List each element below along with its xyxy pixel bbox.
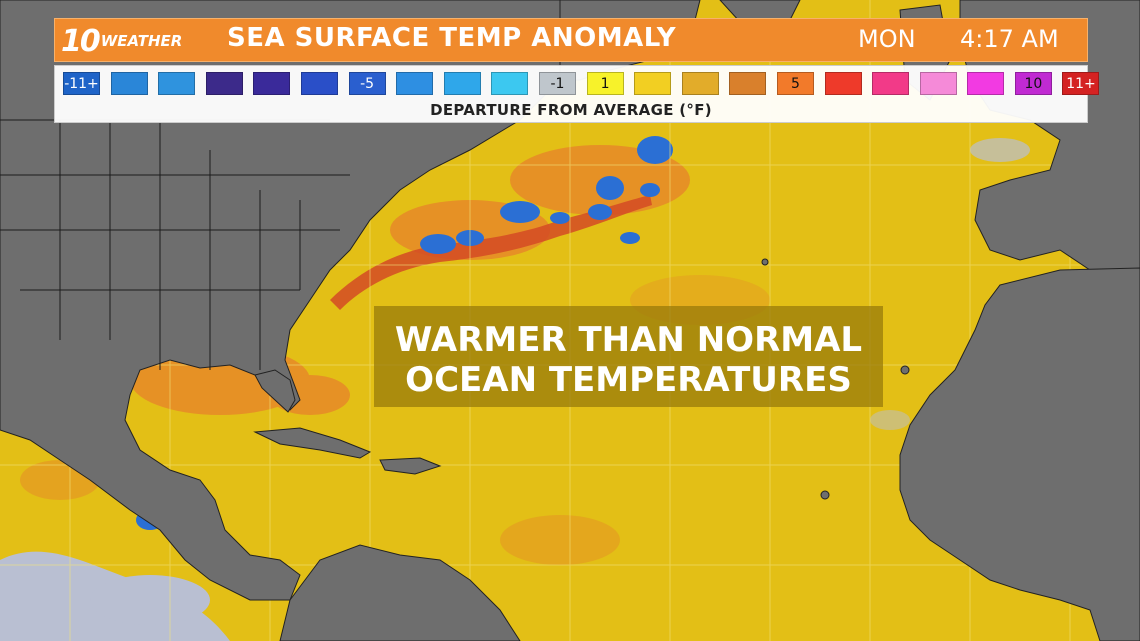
legend-swatch <box>729 72 767 95</box>
legend-swatch <box>253 72 291 95</box>
legend-swatch <box>967 72 1005 95</box>
legend-swatch: 5 <box>776 72 814 95</box>
legend-swatch <box>634 72 672 95</box>
legend-swatch: 10 <box>1014 72 1052 95</box>
legend-swatch <box>681 72 719 95</box>
logo-number: 10 <box>61 23 101 59</box>
legend-swatch <box>396 72 434 95</box>
cuba <box>253 427 372 459</box>
africa <box>899 267 1140 641</box>
legend-swatch <box>872 72 910 95</box>
hispaniola <box>379 457 442 475</box>
legend-swatch <box>824 72 862 95</box>
callout-line-2: OCEAN TEMPERATURES <box>405 360 852 400</box>
day-label: MON <box>858 25 916 53</box>
time-label: 4:17 AM <box>960 25 1059 53</box>
legend-swatch <box>919 72 957 95</box>
legend-swatch <box>300 72 338 95</box>
graphic-title: SEA SURFACE TEMP ANOMALY <box>227 23 677 53</box>
legend-caption: DEPARTURE FROM AVERAGE (°F) <box>430 101 712 119</box>
legend-swatch: -1 <box>538 72 576 95</box>
legend-swatch: 1 <box>586 72 624 95</box>
callout-box: WARMER THAN NORMAL OCEAN TEMPERATURES <box>374 306 883 407</box>
legend-swatch <box>110 72 148 95</box>
cape-verde-islands <box>820 490 830 500</box>
gulf-stream-hot-streak <box>330 195 652 310</box>
legend-swatch <box>158 72 196 95</box>
legend-swatch: -5 <box>348 72 386 95</box>
legend-swatch: 11+ <box>1062 72 1100 95</box>
azores <box>761 258 769 266</box>
legend-swatch <box>443 72 481 95</box>
station-logo: 10 WEATHER <box>61 21 182 61</box>
legend-swatch <box>205 72 243 95</box>
legend-swatch: -11+ <box>63 72 100 95</box>
canary-islands <box>900 365 910 375</box>
south-america <box>279 544 521 641</box>
legend-swatch <box>491 72 529 95</box>
florida <box>254 369 296 413</box>
title-bar: 10 WEATHER SEA SURFACE TEMP ANOMALY MON … <box>54 18 1088 62</box>
color-legend: -11+ -5 -1 1 5 10 11+ DEPARTURE FROM AVERAGE (… <box>54 65 1100 123</box>
callout-line-1: WARMER THAN NORMAL <box>394 320 863 360</box>
logo-word: WEATHER <box>100 32 183 50</box>
legend-swatches: -11+ -5 -1 1 5 10 11+ <box>63 72 1110 95</box>
north-america <box>0 0 561 601</box>
